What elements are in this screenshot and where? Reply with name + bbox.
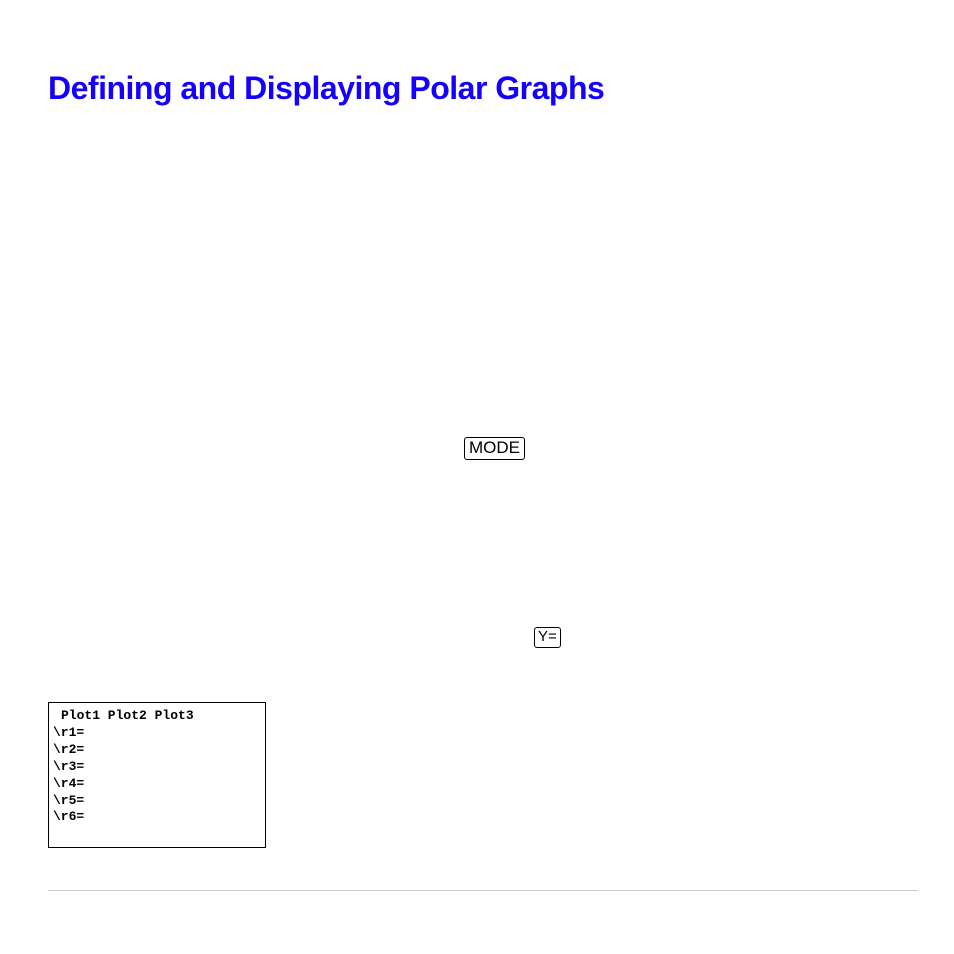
r-equation-line: \r3=	[53, 759, 261, 776]
mode-key-button: MODE	[464, 437, 525, 460]
r-equation-line: \r5=	[53, 793, 261, 810]
plot-header-row: Plot1 Plot2 Plot3	[61, 708, 261, 723]
r-equation-line: \r6=	[53, 809, 261, 826]
r-equation-line: \r2=	[53, 742, 261, 759]
page-title: Defining and Displaying Polar Graphs	[48, 70, 604, 107]
yequals-key-button: Y=	[534, 627, 561, 648]
r-equation-line: \r4=	[53, 776, 261, 793]
section-divider	[48, 890, 918, 891]
y-editor-screen: Plot1 Plot2 Plot3 \r1= \r2= \r3= \r4= \r…	[48, 702, 266, 848]
r-equation-line: \r1=	[53, 725, 261, 742]
